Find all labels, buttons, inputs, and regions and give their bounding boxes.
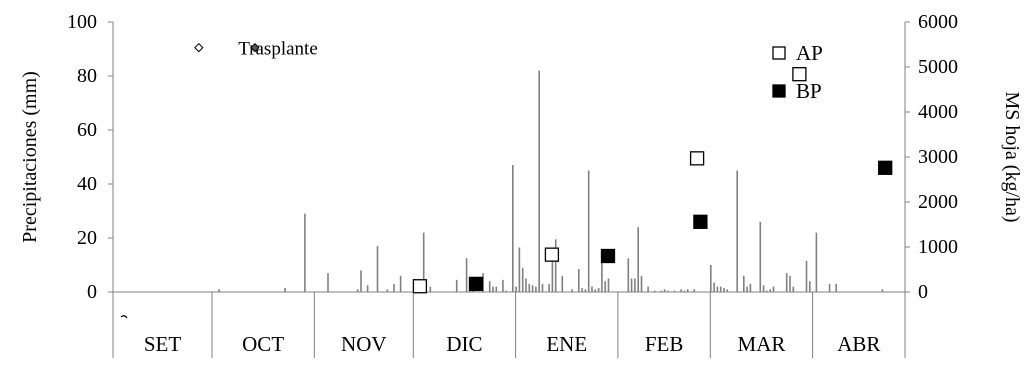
month-label-oct: OCT	[242, 332, 284, 356]
axes-layer: 0204060801000100020003000400050006000Pre…	[19, 11, 1023, 358]
month-label-nov: NOV	[341, 332, 387, 356]
legend-label-ap: AP	[796, 41, 823, 65]
legend-marker-ap	[772, 46, 786, 60]
right-tick-label: 5000	[918, 56, 958, 78]
point-ap	[792, 67, 807, 82]
right-tick-label: 3000	[918, 146, 958, 168]
right-tick-label: 0	[918, 281, 928, 303]
point-bp	[468, 276, 484, 292]
month-label-ene: ENE	[546, 332, 587, 356]
left-tick-label: 80	[77, 65, 97, 87]
annotations: Trasplante	[194, 39, 318, 60]
legend-marker-bp	[772, 84, 786, 98]
month-label-mar: MAR	[738, 332, 786, 356]
right-tick-label: 6000	[918, 11, 958, 33]
month-label-dic: DIC	[446, 332, 482, 356]
transplant-marker-open	[194, 42, 204, 53]
left-tick-label: 0	[87, 281, 97, 303]
precipitation-bars	[218, 70, 884, 292]
left-axis-title: Precipitaciones (mm)	[19, 71, 41, 243]
legend: AP BP	[772, 41, 823, 103]
month-label-abr: ABR	[837, 332, 880, 356]
right-tick-label: 4000	[918, 101, 958, 123]
point-bp	[878, 160, 893, 175]
stray-mark	[120, 315, 128, 319]
left-tick-label: 40	[77, 173, 97, 195]
point-ap	[689, 151, 705, 166]
point-bp	[693, 214, 708, 229]
point-bp	[600, 248, 616, 264]
point-ap	[412, 279, 428, 294]
transplant-label: Trasplante	[238, 39, 318, 60]
month-label-feb: FEB	[645, 332, 684, 356]
biomass-points	[412, 67, 893, 294]
right-axis-title: MS hoja (kg/ha)	[1001, 91, 1023, 222]
transplant-marker-filled	[250, 42, 260, 53]
month-label-set: SET	[144, 332, 182, 356]
left-tick-label: 20	[77, 227, 97, 249]
right-tick-label: 2000	[918, 191, 958, 213]
left-tick-label: 100	[67, 11, 97, 33]
left-tick-label: 60	[77, 119, 97, 141]
legend-label-bp: BP	[796, 79, 822, 103]
right-tick-label: 1000	[918, 236, 958, 258]
month-labels: SET OCT NOV DIC ENE FEB MAR ABR	[120, 292, 880, 358]
point-ap	[544, 247, 560, 262]
